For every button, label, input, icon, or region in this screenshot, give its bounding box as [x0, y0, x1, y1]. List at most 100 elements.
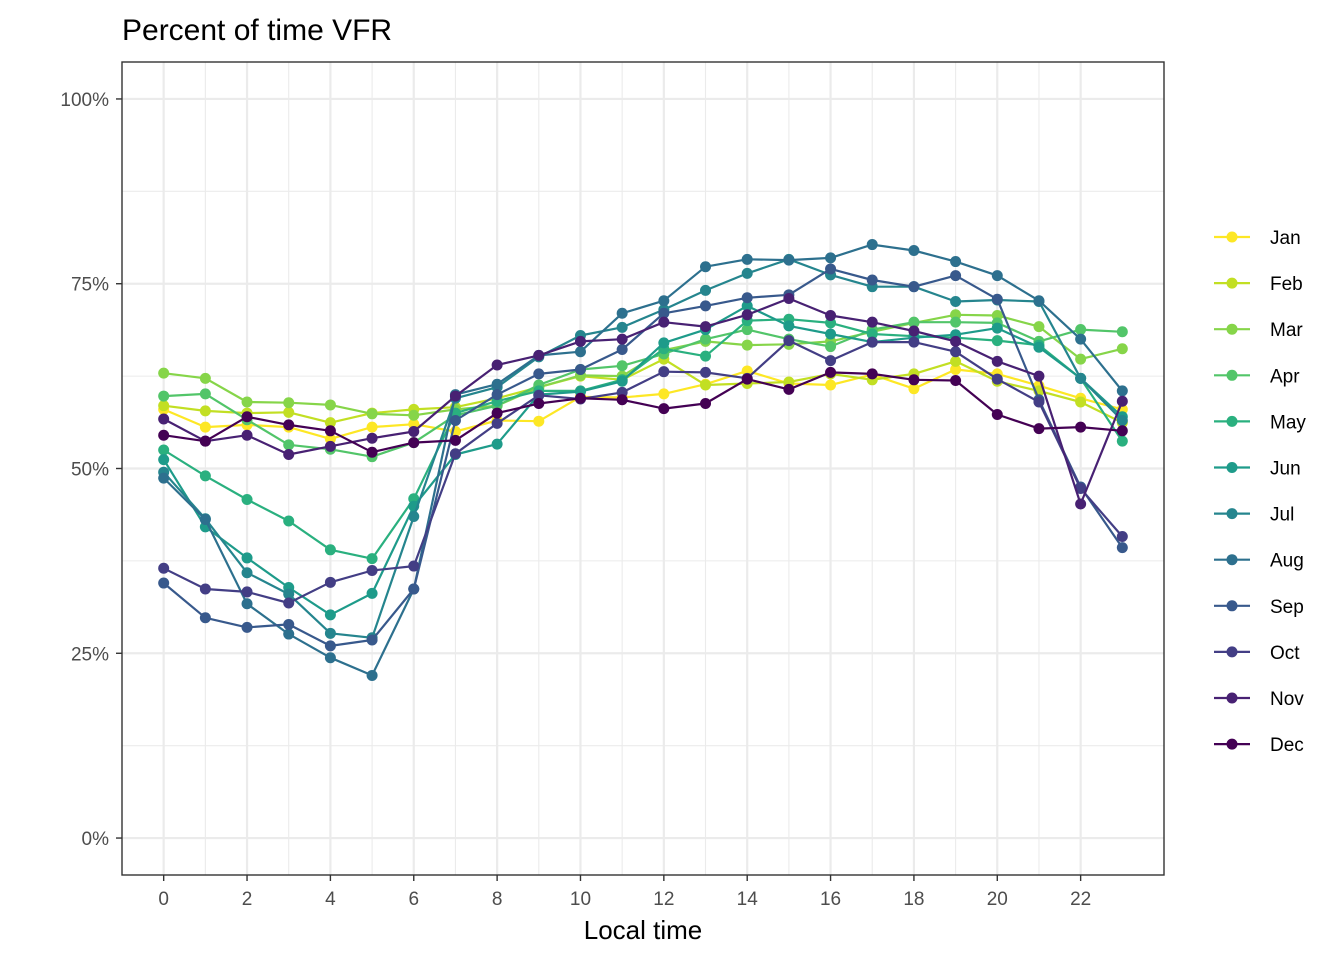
data-point — [950, 270, 962, 282]
data-point — [408, 560, 420, 572]
data-point — [950, 363, 962, 375]
series-line — [162, 243, 1124, 677]
x-tick-label: 22 — [1070, 889, 1091, 910]
data-point — [658, 388, 670, 400]
data-point — [783, 293, 795, 305]
data-point — [283, 419, 295, 431]
data-point — [408, 409, 420, 421]
data-point — [616, 321, 628, 333]
data-point — [199, 372, 211, 384]
data-point — [991, 335, 1003, 347]
data-point — [950, 256, 962, 268]
legend-label: Jan — [1270, 228, 1301, 249]
data-point — [199, 435, 211, 447]
data-point — [366, 564, 378, 576]
data-point — [908, 383, 920, 395]
data-point — [825, 328, 837, 340]
x-tick-label: 14 — [737, 889, 759, 910]
data-point — [324, 440, 336, 452]
data-point — [533, 349, 545, 361]
legend-key-point — [1226, 369, 1238, 381]
data-point — [658, 403, 670, 415]
data-point — [283, 588, 295, 600]
legend-key-point — [1226, 415, 1238, 427]
data-point — [533, 397, 545, 409]
x-tick-label: 10 — [570, 889, 591, 910]
legend-label: Aug — [1270, 551, 1304, 572]
data-point — [158, 413, 170, 425]
x-axis: 0 2 4 6 8 10 12 14 16 18 20 22 — [158, 875, 1091, 910]
data-point — [908, 281, 920, 293]
data-point — [1075, 396, 1087, 408]
legend-item-may: May — [1214, 412, 1306, 433]
data-point — [741, 339, 753, 351]
legend-key-point — [1226, 462, 1238, 473]
data-point — [825, 355, 837, 367]
data-point — [449, 390, 461, 402]
y-tick-label: 0% — [82, 829, 110, 850]
y-axis: 0% 25% 50% 75% 100% — [60, 90, 122, 850]
data-point — [616, 333, 628, 345]
data-point — [366, 421, 378, 433]
data-point — [449, 434, 461, 446]
data-point — [1116, 395, 1128, 407]
data-point — [408, 583, 420, 595]
data-point — [825, 310, 837, 322]
data-point — [199, 421, 211, 433]
data-point — [658, 316, 670, 328]
data-point — [866, 274, 878, 286]
data-point — [1075, 498, 1087, 510]
data-point — [1033, 321, 1045, 333]
data-point — [741, 267, 753, 279]
data-point — [366, 446, 378, 458]
x-axis-title: Local time — [584, 915, 703, 945]
series-line — [163, 358, 1123, 424]
data-point — [491, 407, 503, 419]
legend-label: Nov — [1270, 689, 1304, 710]
data-point — [950, 346, 962, 358]
data-point — [158, 444, 170, 456]
data-point — [825, 252, 837, 264]
data-point — [366, 669, 378, 681]
data-point — [324, 417, 336, 429]
data-point — [825, 341, 837, 353]
x-tick-label: 6 — [408, 889, 419, 910]
data-point — [1033, 370, 1045, 382]
legend-key-point — [1226, 600, 1238, 612]
x-tick-label: 16 — [820, 889, 841, 910]
legend-item-aug: Aug — [1214, 551, 1304, 572]
data-point — [866, 368, 878, 380]
data-point — [324, 576, 336, 588]
data-point — [241, 567, 253, 579]
legend-label: Mar — [1270, 320, 1303, 341]
data-point — [658, 295, 670, 307]
data-point — [241, 411, 253, 423]
legend-item-apr: Apr — [1214, 366, 1300, 387]
legend-key-point — [1226, 692, 1238, 704]
data-point — [1116, 343, 1128, 355]
series-line — [163, 368, 1123, 440]
legend-key-point — [1226, 508, 1238, 520]
data-point — [533, 368, 545, 380]
data-point — [533, 389, 545, 401]
data-point — [241, 586, 253, 598]
data-point — [491, 438, 503, 450]
data-point — [491, 417, 503, 429]
data-point — [366, 553, 378, 565]
data-point — [283, 439, 295, 451]
data-point — [825, 263, 837, 275]
data-point — [950, 335, 962, 347]
chart-title: Percent of time VFR — [122, 14, 392, 47]
data-point — [158, 562, 170, 574]
data-point — [199, 388, 211, 400]
data-point — [783, 320, 795, 332]
data-point — [158, 367, 170, 379]
legend-item-sep: Sep — [1214, 597, 1304, 618]
y-tick-label: 75% — [71, 275, 109, 296]
legend-item-dec: Dec — [1214, 735, 1304, 756]
data-point — [1116, 530, 1128, 542]
data-point — [1075, 372, 1087, 384]
series-line — [162, 258, 1124, 639]
data-point — [991, 409, 1003, 421]
